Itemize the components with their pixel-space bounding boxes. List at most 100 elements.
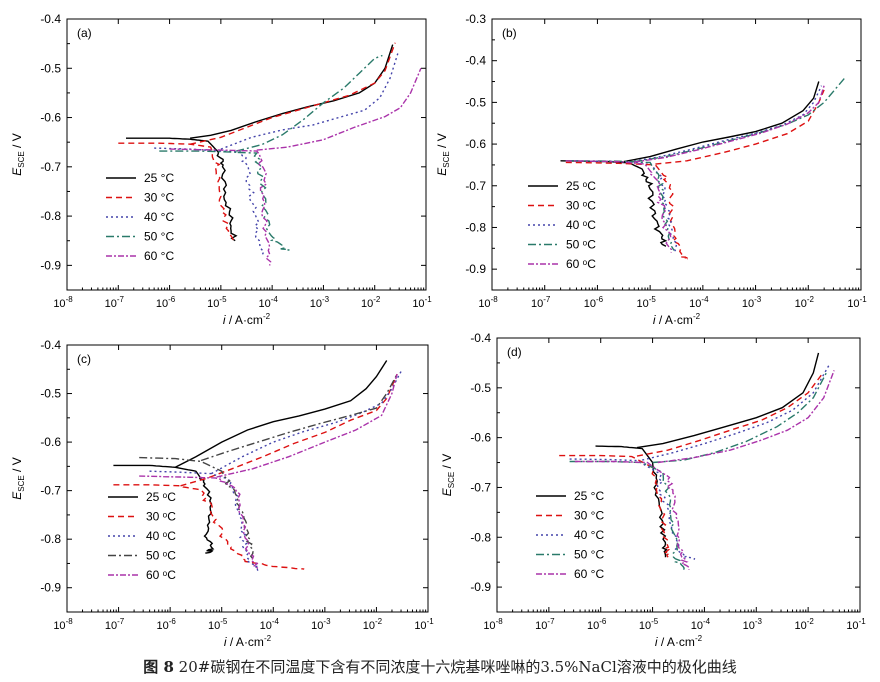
series-cathodic-4 xyxy=(574,460,690,570)
series-anodic-3 xyxy=(634,76,846,163)
x-tick-label: 10-6 xyxy=(156,617,176,632)
x-tick-label: 10-4 xyxy=(260,617,280,632)
series-cathodic-4 xyxy=(139,475,259,569)
series-cathodic-3 xyxy=(569,460,685,570)
y-tick-label: -0.4 xyxy=(465,54,486,68)
series-anodic-0 xyxy=(174,360,388,468)
legend-label: 30 °C xyxy=(144,191,174,205)
panel-b: 10-8 10-7 10-6 10-5 10-4 10-3 10-2 10-1 -0.9 -0.8… xyxy=(435,12,867,327)
x-tick-label: 10-6 xyxy=(584,295,604,310)
plot-frame xyxy=(66,344,429,613)
x-tick-label: 10-8 xyxy=(53,617,73,632)
series-cathodic-1 xyxy=(118,142,235,241)
legend-label: 30 ᵒC xyxy=(566,199,596,213)
x-tick-label: 10-2 xyxy=(363,617,383,632)
series-cathodic-0 xyxy=(595,445,668,558)
series-cathodic-1 xyxy=(113,484,305,570)
x-tick-label: 10-3 xyxy=(742,295,762,310)
x-tick-label: 10-1 xyxy=(412,295,432,310)
x-axis-label: i / A·cm-2 xyxy=(653,312,701,327)
series-cathodic-2 xyxy=(149,470,259,571)
x-tick-label: 10-4 xyxy=(258,295,278,310)
series-anodic-2 xyxy=(220,53,399,150)
series-anodic-3 xyxy=(652,372,827,464)
legend-label: 40 ᵒC xyxy=(566,218,596,232)
x-tick-label: 10-1 xyxy=(847,295,867,310)
series-anodic-2 xyxy=(628,85,823,163)
y-tick-label: -0.9 xyxy=(470,580,491,594)
x-tick-label: 10-5 xyxy=(636,295,656,310)
series-cathodic-4 xyxy=(169,148,272,266)
x-tick-label: 10-7 xyxy=(535,617,555,632)
y-tick-label: -0.5 xyxy=(40,61,61,75)
y-tick-label: -0.8 xyxy=(465,220,486,234)
x-tick-label: 10-3 xyxy=(743,617,763,632)
legend-label: 25 ᵒC xyxy=(566,179,596,193)
y-tick-label: -0.9 xyxy=(40,258,61,272)
x-tick-label: 10-3 xyxy=(310,295,330,310)
series-cathodic-0 xyxy=(113,464,215,554)
y-axis-label: ESCE / V xyxy=(435,133,451,175)
y-tick-label: -0.4 xyxy=(40,12,61,26)
series-anodic-4 xyxy=(634,85,825,163)
x-tick-label: 10-1 xyxy=(414,617,434,632)
legend-label: 30 °C xyxy=(574,509,604,523)
series-cathodic-1 xyxy=(565,161,689,260)
y-tick-label: -0.9 xyxy=(40,581,61,595)
series-cathodic-2 xyxy=(569,458,696,560)
legend-label: 25 ᵒC xyxy=(146,490,176,504)
y-tick-label: -0.8 xyxy=(40,209,61,223)
series-anodic-4 xyxy=(216,373,398,478)
caption-text: 20#碳钢在不同温度下含有不同浓度十六烷基咪唑啉的3.5%NaCl溶液中的极化曲… xyxy=(178,658,737,676)
series-anodic-4 xyxy=(657,370,835,464)
x-tick-label: 10-5 xyxy=(639,617,659,632)
x-tick-label: 10-4 xyxy=(691,617,711,632)
x-tick-label: 10-2 xyxy=(795,295,815,310)
x-tick-label: 10-2 xyxy=(361,295,381,310)
legend-label: 60 ᵒC xyxy=(566,257,596,271)
panel-label: (c) xyxy=(77,352,91,366)
series-anodic-3 xyxy=(236,54,383,152)
x-tick-label: 10-8 xyxy=(478,295,498,310)
legend-label: 50 °C xyxy=(574,548,604,562)
y-tick-label: -0.7 xyxy=(470,480,491,494)
x-tick-label: 10-8 xyxy=(483,617,503,632)
series-anodic-0 xyxy=(636,352,820,449)
plot-frame xyxy=(491,18,862,291)
series-cathodic-3 xyxy=(159,150,290,252)
series-anodic-1 xyxy=(655,89,825,165)
y-tick-label: -0.4 xyxy=(40,338,61,352)
x-tick-label: 10-3 xyxy=(311,617,331,632)
y-tick-label: -0.7 xyxy=(40,160,61,174)
x-tick-label: 10-5 xyxy=(207,295,227,310)
y-tick-label: -0.6 xyxy=(470,431,491,445)
y-tick-label: -0.8 xyxy=(470,530,491,544)
legend-label: 25 °C xyxy=(144,171,174,185)
legend-label: 50 ᵒC xyxy=(146,549,176,563)
legend-label: 30 ᵒC xyxy=(146,510,176,524)
panel-c: 10-8 10-7 10-6 10-5 10-4 10-3 10-2 10-1 -0.9 -0.8… xyxy=(10,338,434,649)
x-tick-label: 10-7 xyxy=(105,295,125,310)
panel-d: 10-8 10-7 10-6 10-5 10-4 10-3 10-2 10-1 -0.9 -0.8… xyxy=(440,331,866,649)
plot-frame xyxy=(496,337,861,613)
y-axis-label: ESCE / V xyxy=(440,454,456,496)
y-tick-label: -0.9 xyxy=(465,262,486,276)
series-anodic-4 xyxy=(256,68,422,151)
legend-label: 40 °C xyxy=(144,210,174,224)
x-tick-label: 10-4 xyxy=(689,295,709,310)
legend-label: 60 °C xyxy=(144,249,174,263)
x-tick-label: 10-6 xyxy=(587,617,607,632)
panel-label: (b) xyxy=(502,26,517,40)
y-tick-label: -0.5 xyxy=(470,381,491,395)
x-tick-label: 10-2 xyxy=(794,617,814,632)
x-tick-label: 10-5 xyxy=(208,617,228,632)
x-tick-label: 10-1 xyxy=(846,617,866,632)
x-tick-label: 10-7 xyxy=(105,617,125,632)
y-tick-label: -0.7 xyxy=(465,179,486,193)
series-cathodic-3 xyxy=(139,456,254,560)
panel-label: (d) xyxy=(507,345,522,359)
series-anodic-2 xyxy=(211,368,403,475)
series-anodic-1 xyxy=(636,371,825,457)
series-anodic-1 xyxy=(180,373,398,487)
y-tick-label: -0.6 xyxy=(465,137,486,151)
